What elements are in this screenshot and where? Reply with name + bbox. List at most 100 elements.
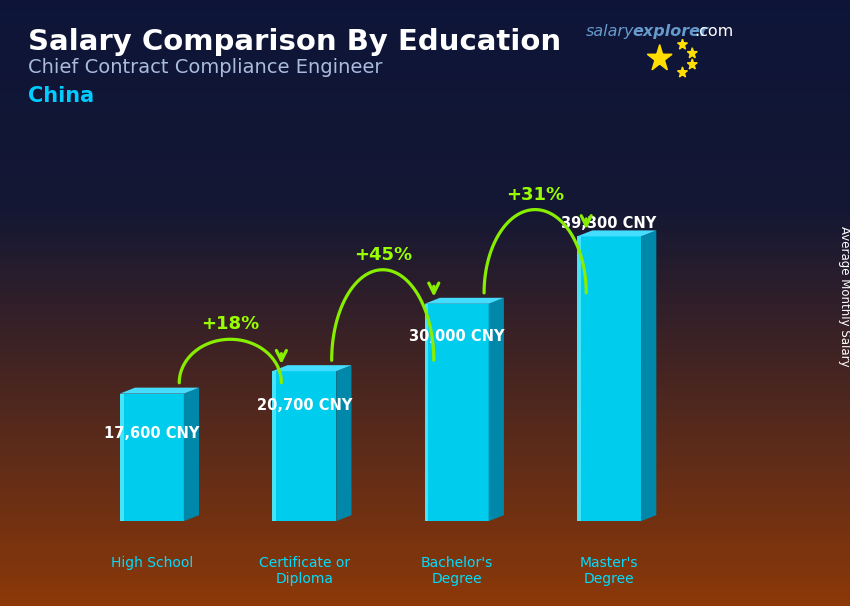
Bar [0, 515, 850, 517]
Bar [0, 6, 850, 8]
Bar [0, 184, 850, 186]
Bar [0, 65, 850, 67]
Bar [0, 105, 850, 107]
Bar [0, 539, 850, 541]
Bar [0, 62, 850, 65]
Bar [0, 277, 850, 279]
Bar [0, 400, 850, 402]
Bar [0, 2, 850, 4]
Bar [0, 371, 850, 374]
Bar [0, 347, 850, 350]
Bar [0, 129, 850, 132]
Bar [0, 32, 850, 35]
Bar [0, 456, 850, 459]
Bar [0, 230, 850, 232]
Bar [0, 68, 850, 71]
Bar [0, 576, 850, 578]
Bar [0, 553, 850, 556]
Bar [0, 602, 850, 604]
Polygon shape [648, 45, 672, 70]
Bar [0, 319, 850, 321]
Bar [0, 208, 850, 210]
Bar [0, 493, 850, 495]
Polygon shape [577, 230, 656, 236]
Bar [120, 394, 123, 521]
Bar [0, 30, 850, 32]
Bar [0, 376, 850, 378]
Bar [0, 578, 850, 580]
Bar [0, 299, 850, 301]
Bar [0, 165, 850, 168]
Bar [0, 564, 850, 565]
Bar [0, 67, 850, 68]
Bar [0, 414, 850, 416]
Bar [0, 570, 850, 571]
Bar [0, 297, 850, 299]
Bar [0, 147, 850, 150]
Bar [0, 507, 850, 509]
Bar [0, 132, 850, 133]
Bar [0, 259, 850, 261]
Bar [0, 127, 850, 129]
Bar [0, 41, 850, 42]
Bar [0, 190, 850, 192]
Bar [0, 582, 850, 584]
Bar [0, 73, 850, 75]
Bar [0, 158, 850, 159]
Bar [0, 571, 850, 574]
Bar [0, 432, 850, 435]
Polygon shape [425, 298, 504, 304]
Bar [0, 279, 850, 281]
Bar [0, 426, 850, 428]
Bar [0, 378, 850, 380]
Bar [0, 574, 850, 576]
Bar [0, 101, 850, 103]
Bar [0, 261, 850, 262]
Bar [0, 408, 850, 410]
Bar [0, 370, 850, 371]
Bar [0, 442, 850, 444]
Bar [0, 145, 850, 147]
Bar [0, 222, 850, 224]
Polygon shape [184, 388, 199, 521]
Bar [0, 192, 850, 194]
Bar [0, 309, 850, 311]
Bar [0, 594, 850, 596]
Bar [0, 139, 850, 141]
Bar [0, 248, 850, 250]
Bar [0, 550, 850, 551]
Bar [0, 20, 850, 22]
Bar [0, 87, 850, 89]
Bar [0, 305, 850, 307]
Bar [0, 333, 850, 335]
Bar [0, 468, 850, 471]
Bar [0, 307, 850, 309]
Bar [0, 545, 850, 547]
Bar [0, 410, 850, 412]
Text: Bachelor's
Degree: Bachelor's Degree [421, 556, 493, 586]
Bar [0, 321, 850, 323]
Bar [0, 262, 850, 265]
Bar [0, 89, 850, 91]
Bar [0, 491, 850, 493]
Bar [0, 459, 850, 461]
Bar [0, 61, 850, 62]
Bar [0, 364, 850, 365]
Bar [0, 216, 850, 218]
Bar [0, 293, 850, 295]
Bar [0, 194, 850, 196]
Bar [0, 152, 850, 153]
Bar [0, 525, 850, 527]
Bar [0, 382, 850, 384]
Bar [0, 123, 850, 125]
Bar [0, 345, 850, 347]
Bar [0, 107, 850, 109]
Polygon shape [688, 59, 697, 69]
Bar [0, 325, 850, 327]
Text: Average Monthly Salary: Average Monthly Salary [838, 225, 850, 366]
Bar [0, 313, 850, 315]
Bar [0, 568, 850, 570]
Bar [0, 214, 850, 216]
Bar [0, 359, 850, 362]
Bar [0, 174, 850, 176]
